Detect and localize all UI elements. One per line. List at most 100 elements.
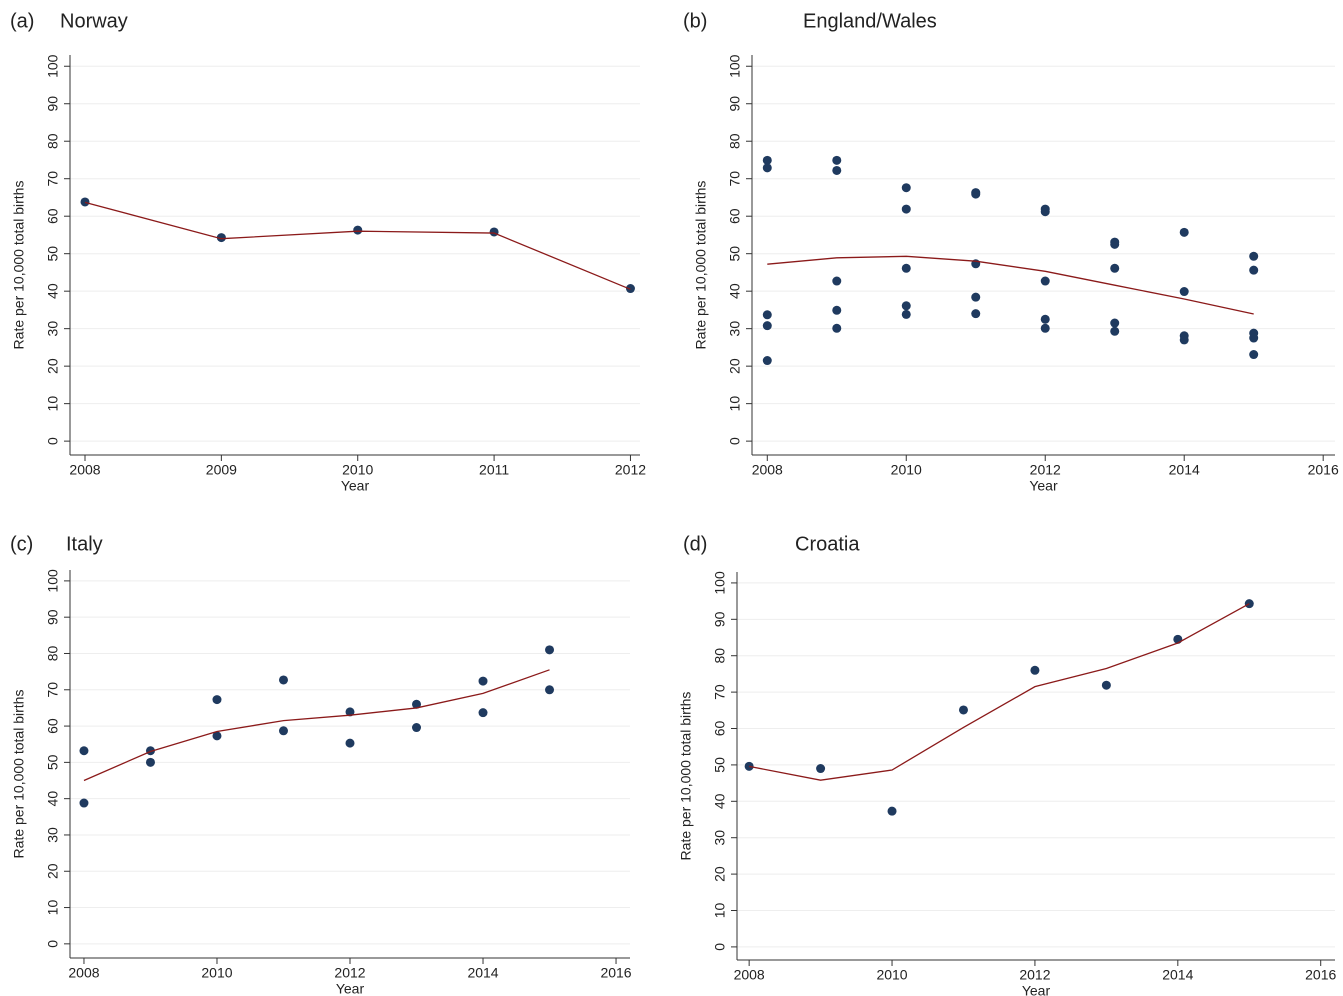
y-tick-label: 30 [712,830,728,846]
y-tick-label: 40 [45,791,61,807]
data-point [545,685,555,695]
panel-label: (a) [10,10,34,32]
x-tick-label: 2011 [479,462,509,478]
data-point [901,309,911,319]
y-tick-label: 10 [45,900,61,916]
data-point [79,746,89,756]
y-tick-label: 100 [727,54,743,78]
data-point [762,356,772,366]
data-point [1179,335,1189,345]
x-tick-label: 2010 [201,965,232,981]
data-point [1249,350,1259,360]
y-tick-label: 40 [727,283,743,299]
x-tick-label: 2012 [615,462,646,478]
y-tick-label: 0 [45,940,61,948]
data-point [79,798,89,808]
panel-label: (c) [10,533,33,555]
panel-title: Italy [66,533,103,555]
x-tick-label: 2008 [734,967,765,983]
panel-title: Croatia [795,533,860,555]
y-tick-label: 0 [45,437,61,445]
data-point [212,695,222,705]
y-tick-label: 70 [727,171,743,187]
data-point [901,263,911,273]
y-tick-label: 90 [45,96,61,112]
y-tick-label: 90 [712,611,728,627]
x-axis-label: Year [336,981,365,996]
y-tick-label: 50 [45,246,61,262]
y-tick-label: 60 [45,208,61,224]
y-tick-label: 60 [45,718,61,734]
data-point [762,321,772,331]
data-point [216,233,226,243]
x-tick-label: 2014 [1169,462,1200,478]
data-point [1249,265,1259,275]
x-tick-label: 2010 [891,462,922,478]
data-point [1101,680,1111,690]
y-tick-label: 60 [712,721,728,737]
data-point [901,204,911,214]
data-point [832,155,842,165]
data-point [832,276,842,286]
x-tick-label: 2016 [1308,462,1339,478]
data-point [901,301,911,311]
data-point [1030,665,1040,675]
y-tick-label: 0 [727,437,743,445]
panel-title: England/Wales [803,10,937,32]
data-point [816,764,826,774]
data-point [1040,323,1050,333]
y-tick-label: 90 [45,609,61,625]
y-tick-label: 10 [45,396,61,412]
x-axis-label: Year [1022,983,1051,996]
x-axis-label: Year [341,478,370,494]
y-tick-label: 20 [727,358,743,374]
data-point [212,731,222,741]
y-tick-label: 100 [45,54,61,78]
fit-line [84,201,631,290]
y-tick-label: 70 [712,684,728,700]
x-tick-label: 2014 [467,965,498,981]
y-tick-label: 100 [712,571,728,595]
y-tick-label: 30 [45,827,61,843]
data-point [1110,239,1120,249]
y-tick-label: 80 [45,645,61,661]
x-tick-label: 2010 [342,462,373,478]
data-point [1040,314,1050,324]
data-point [1040,207,1050,217]
x-tick-label: 2016 [1305,967,1336,983]
data-point [958,705,968,715]
data-point [971,309,981,319]
panel-label: (d) [683,533,707,555]
y-tick-label: 40 [45,283,61,299]
x-tick-label: 2012 [1030,462,1061,478]
data-point [345,738,355,748]
y-tick-label: 90 [727,96,743,112]
data-point [478,676,488,686]
y-tick-label: 50 [45,754,61,770]
data-point [971,189,981,199]
y-tick-label: 70 [45,682,61,698]
y-axis-label: Rate per 10,000 total births [11,181,27,350]
data-point [971,292,981,302]
y-tick-label: 10 [712,903,728,919]
data-point [278,675,288,685]
data-point [545,645,555,655]
x-tick-label: 2012 [1019,967,1050,983]
data-point [1110,326,1120,336]
data-point [901,183,911,193]
x-tick-label: 2012 [334,965,365,981]
data-point [1179,287,1189,297]
x-tick-label: 2008 [69,462,100,478]
y-tick-label: 70 [45,171,61,187]
data-point [412,723,422,733]
data-point [762,163,772,173]
panel-label: (b) [683,10,707,32]
panel-title: Norway [60,10,128,32]
fit-line [83,669,550,782]
x-tick-label: 2008 [752,462,783,478]
data-point [625,284,635,294]
data-point [832,305,842,315]
data-point [1110,318,1120,328]
x-tick-label: 2014 [1162,967,1193,983]
